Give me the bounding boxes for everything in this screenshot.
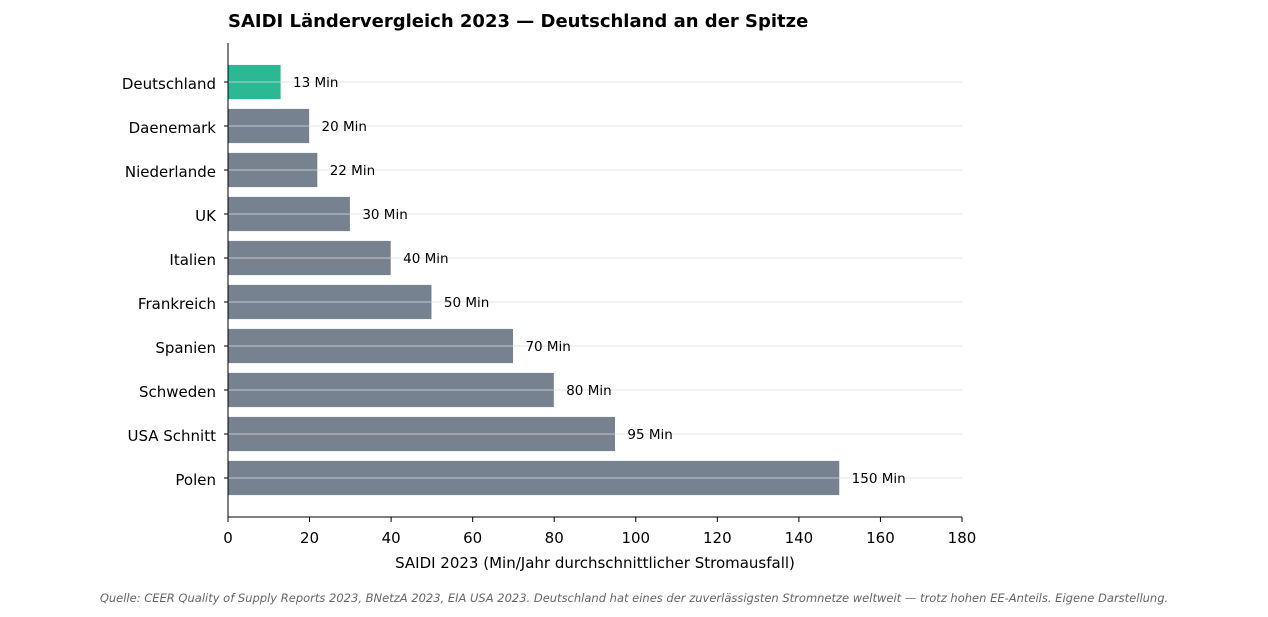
x-tick-label: 40 [382,529,401,547]
x-axis-label: SAIDI 2023 (Min/Jahr durchschnittlicher … [395,554,795,572]
y-axis-ticks: Deutschland Daenemark Niederlande UK Italien… [122,75,228,489]
y-tick-label: Frankreich [138,295,216,313]
data-label: 30 Min [362,207,407,223]
x-tick-label: 120 [703,529,732,547]
x-tick-label: 60 [463,529,482,547]
data-label: 95 Min [627,427,672,443]
data-label: 13 Min [293,75,338,91]
x-tick-label: 180 [948,529,977,547]
source-note: Quelle: CEER Quality of Supply Reports 2… [99,591,1169,605]
axes [227,43,962,518]
x-tick-label: 100 [621,529,650,547]
x-tick-label: 0 [223,529,233,547]
y-tick-label: Spanien [155,339,216,357]
y-tick-label: Schweden [139,383,216,401]
bars [227,64,841,496]
x-tick-label: 140 [785,529,814,547]
data-label: 80 Min [566,383,611,399]
data-label: 22 Min [330,163,375,179]
data-label: 50 Min [444,295,489,311]
data-label: 70 Min [525,339,570,355]
data-label: 20 Min [322,119,367,135]
x-tick-label: 20 [300,529,319,547]
chart-title: SAIDI Ländervergleich 2023 — Deutschland… [228,11,808,32]
y-tick-label: USA Schnitt [127,427,216,445]
x-tick-label: 160 [866,529,895,547]
y-tick-label: Niederlande [125,163,216,181]
x-axis-ticks: 0 20 40 60 80 100 120 140 160 180 [223,517,976,547]
y-tick-label: UK [195,207,217,225]
y-tick-label: Italien [169,251,216,269]
y-tick-label: Polen [175,471,216,489]
x-tick-label: 80 [545,529,564,547]
data-label: 40 Min [403,251,448,267]
data-labels: 13 Min 20 Min 22 Min 30 Min 40 Min 50 Min 70 M… [293,75,906,487]
grid-lines [228,81,962,479]
y-tick-label: Daenemark [129,119,217,137]
data-label: 150 Min [852,471,906,487]
y-tick-label: Deutschland [122,75,216,93]
